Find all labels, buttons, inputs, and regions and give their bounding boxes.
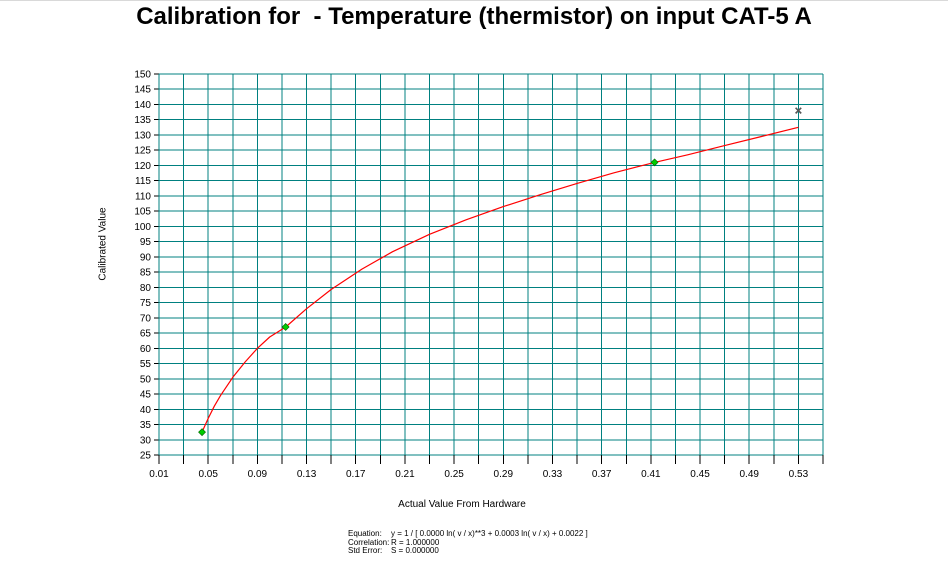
x-tick-label: 0.17	[346, 469, 366, 480]
x-tick-label: 0.53	[789, 469, 809, 480]
chart-title: Calibration for - Temperature (thermisto…	[136, 3, 812, 30]
y-tick-label: 75	[140, 298, 152, 309]
x-tick-label: 0.33	[543, 469, 563, 480]
y-tick-label: 70	[140, 313, 152, 324]
x-tick-label: 0.49	[739, 469, 759, 480]
excluded-point-stroke	[795, 107, 802, 114]
y-tick-label: 80	[140, 283, 152, 294]
y-tick-label: 60	[140, 344, 152, 355]
x-tick-label: 0.09	[248, 469, 268, 480]
x-tick-label: 0.29	[494, 469, 514, 480]
y-tick-label: 135	[134, 115, 151, 126]
fit-statistics: Equation: y = 1 / [ 0.0000 ln( v / x)**3…	[348, 529, 588, 556]
y-tick-label: 40	[140, 405, 152, 416]
y-tick-label: 130	[134, 130, 151, 141]
top-rule	[0, 0, 948, 1]
y-tick-label: 95	[140, 237, 152, 248]
y-tick-label: 150	[134, 70, 151, 81]
std-error-label: Std Error:	[348, 546, 383, 555]
y-tick-label: 45	[140, 390, 152, 401]
x-tick-label: 0.45	[690, 469, 710, 480]
std-error-row: Std Error: S = 0.000000	[348, 546, 588, 556]
y-tick-label: 35	[140, 420, 152, 431]
y-tick-label: 145	[134, 85, 151, 96]
y-tick-label: 65	[140, 329, 152, 340]
correlation-row: Correlation: R = 1.000000	[348, 537, 588, 548]
equation-row: Equation: y = 1 / [ 0.0000 ln( v / x)**3…	[348, 529, 588, 539]
calibration-point	[650, 158, 659, 167]
y-tick-label: 25	[140, 451, 152, 462]
x-tick-label: 0.01	[149, 469, 169, 480]
x-tick-label: 0.37	[592, 469, 612, 480]
equation-value: y = 1 / [ 0.0000 ln( v / x)**3 + 0.0003 …	[391, 529, 588, 538]
y-tick-label: 110	[135, 191, 151, 202]
y-tick-label: 90	[140, 252, 152, 263]
correlation-label: Correlation:	[348, 537, 390, 547]
y-tick-label: 100	[134, 222, 151, 233]
calibration-point	[198, 428, 206, 437]
calibration-point	[281, 323, 290, 331]
y-tick-label: 115	[135, 176, 151, 187]
x-tick-label: 0.13	[297, 469, 317, 480]
y-tick-label: 140	[134, 100, 151, 111]
y-axis-label: Calibrated Value	[97, 207, 109, 281]
equation-label: Equation:	[348, 529, 382, 538]
x-tick-label: 0.21	[395, 469, 415, 480]
fit-curve-line	[201, 126, 799, 433]
x-tick-label: 0.25	[444, 469, 464, 480]
x-tick-label: 0.05	[198, 469, 218, 480]
y-tick-label: 85	[140, 268, 152, 279]
y-tick-label: 30	[140, 435, 152, 446]
y-tick-label: 105	[134, 207, 151, 218]
x-tick-label: 0.41	[641, 469, 661, 480]
y-tick-label: 55	[140, 359, 152, 370]
y-tick-label: 125	[134, 146, 151, 157]
std-error-value: S = 0.000000	[391, 546, 439, 555]
x-axis-label: Actual Value From Hardware	[398, 499, 526, 510]
y-tick-label: 50	[140, 374, 152, 385]
correlation-value: R = 1.000000	[391, 537, 440, 547]
y-tick-label: 120	[134, 161, 151, 172]
